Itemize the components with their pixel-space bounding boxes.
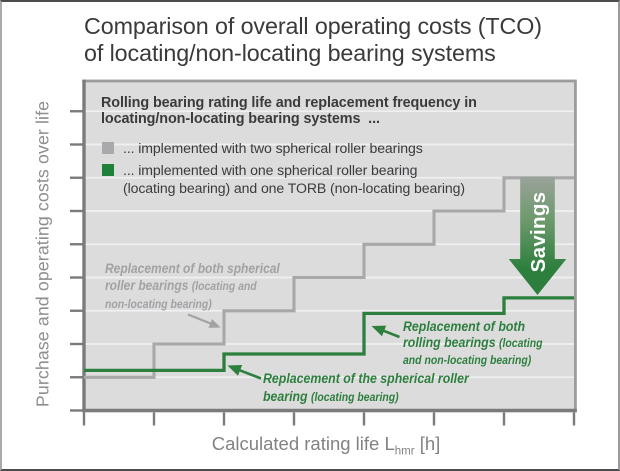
annotation-line: rolling bearings (locating	[403, 335, 543, 351]
annotation-line: roller bearings (locating and	[105, 277, 280, 295]
x-axis-title: Calculated rating life Lhmr [h]	[211, 433, 441, 458]
annotation-line: and non-locating bearing)	[403, 352, 543, 368]
title-line-1: Comparison of overall operating costs (T…	[84, 12, 542, 39]
annotation-gray-replacement: Replacement of both spherical roller bear…	[105, 260, 280, 314]
annotation-text-segment: (locating and	[191, 279, 257, 294]
savings-arrow	[508, 177, 567, 295]
annotation-arrow-1-line	[237, 368, 262, 380]
annotation-arrow-0-head	[208, 319, 221, 328]
figure-title: Comparison of overall operating costs (T…	[84, 13, 542, 68]
series-line-gray	[84, 176, 574, 379]
annotation-text-segment: roller bearings	[105, 278, 192, 294]
annotation-arrow-0-line	[187, 313, 213, 326]
annotation-arrow-2-line	[381, 328, 400, 339]
annotation-arrow-1-head	[227, 365, 243, 376]
annotation-text-segment: and non-locating bearing)	[403, 352, 532, 367]
annotation-line: non-locating bearing)	[105, 295, 280, 313]
annotation-line: Replacement of the spherical roller	[263, 371, 469, 389]
legend-item-green-label: ... implemented with one spherical rolle…	[123, 161, 465, 198]
annotation-text-segment: Replacement of the spherical roller	[263, 371, 469, 387]
annotation-text-segment: non-locating bearing)	[105, 297, 212, 312]
x-axis-title-subscript: hmr	[394, 445, 415, 458]
legend-title-line-1: Rolling bearing rating life and replacem…	[101, 95, 477, 111]
legend-item-gray-label: ... implemented with two spherical rolle…	[123, 139, 423, 156]
legend-swatch-green	[101, 164, 114, 176]
annotation-text-segment: bearing	[263, 388, 312, 405]
legend-swatch-gray	[101, 142, 114, 154]
annotation-text-segment: (locating bearing)	[311, 389, 399, 404]
annotation-green-srb-replacement: Replacement of the spherical roller beari…	[263, 371, 469, 406]
annotation-text-segment: (locating	[499, 336, 543, 351]
legend-item-green-line-2: (locating bearing) and one TORB (non-loc…	[123, 180, 465, 197]
annotation-arrow-2-head	[371, 325, 387, 337]
legend-item-green-line-1: ... implemented with one spherical rolle…	[123, 161, 418, 178]
savings-arrow-label: Savings	[527, 191, 550, 273]
annotation-line: Replacement of both	[403, 319, 543, 335]
annotation-line: Replacement of both spherical	[105, 260, 280, 277]
annotation-line: bearing (locating bearing)	[263, 389, 469, 407]
legend-title-line-2: locating/non-locating bearing systems ..…	[101, 110, 380, 127]
annotation-text-segment: rolling bearings	[403, 335, 500, 352]
annotation-text-segment: Replacement of both	[403, 319, 526, 335]
annotation-green-both-replacement: Replacement of both rolling bearings (loc…	[403, 319, 543, 368]
plot-area-background	[84, 79, 575, 413]
title-line-2: of locating/non-locating bearing systems	[84, 39, 496, 66]
x-axis-title-main: Calculated rating life L	[211, 433, 395, 454]
series-line-green	[84, 296, 574, 373]
annotation-text-segment: Replacement of both spherical	[105, 261, 280, 276]
x-axis-title-suffix: [h]	[414, 433, 441, 454]
